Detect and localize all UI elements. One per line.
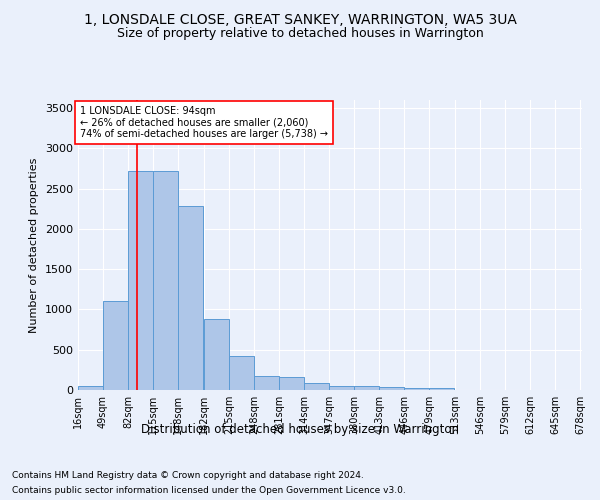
Y-axis label: Number of detached properties: Number of detached properties [29, 158, 40, 332]
Text: 1 LONSDALE CLOSE: 94sqm
← 26% of detached houses are smaller (2,060)
74% of semi: 1 LONSDALE CLOSE: 94sqm ← 26% of detache… [80, 106, 328, 139]
Bar [304, 383, 329, 390]
Bar [254, 376, 279, 390]
Bar [379, 387, 404, 390]
Text: Contains public sector information licensed under the Open Government Licence v3: Contains public sector information licen… [12, 486, 406, 495]
Bar [204, 319, 229, 390]
Bar [178, 206, 203, 390]
Bar [279, 376, 304, 390]
Bar [229, 356, 254, 390]
Text: 1, LONSDALE CLOSE, GREAT SANKEY, WARRINGTON, WA5 3UA: 1, LONSDALE CLOSE, GREAT SANKEY, WARRING… [83, 12, 517, 26]
Bar [78, 386, 103, 390]
Bar [153, 171, 178, 390]
Bar [430, 388, 454, 390]
Text: Size of property relative to detached houses in Warrington: Size of property relative to detached ho… [116, 28, 484, 40]
Text: Contains HM Land Registry data © Crown copyright and database right 2024.: Contains HM Land Registry data © Crown c… [12, 471, 364, 480]
Bar [329, 386, 354, 390]
Text: Distribution of detached houses by size in Warrington: Distribution of detached houses by size … [141, 422, 459, 436]
Bar [128, 171, 153, 390]
Bar [103, 302, 128, 390]
Bar [354, 386, 379, 390]
Bar [404, 388, 430, 390]
